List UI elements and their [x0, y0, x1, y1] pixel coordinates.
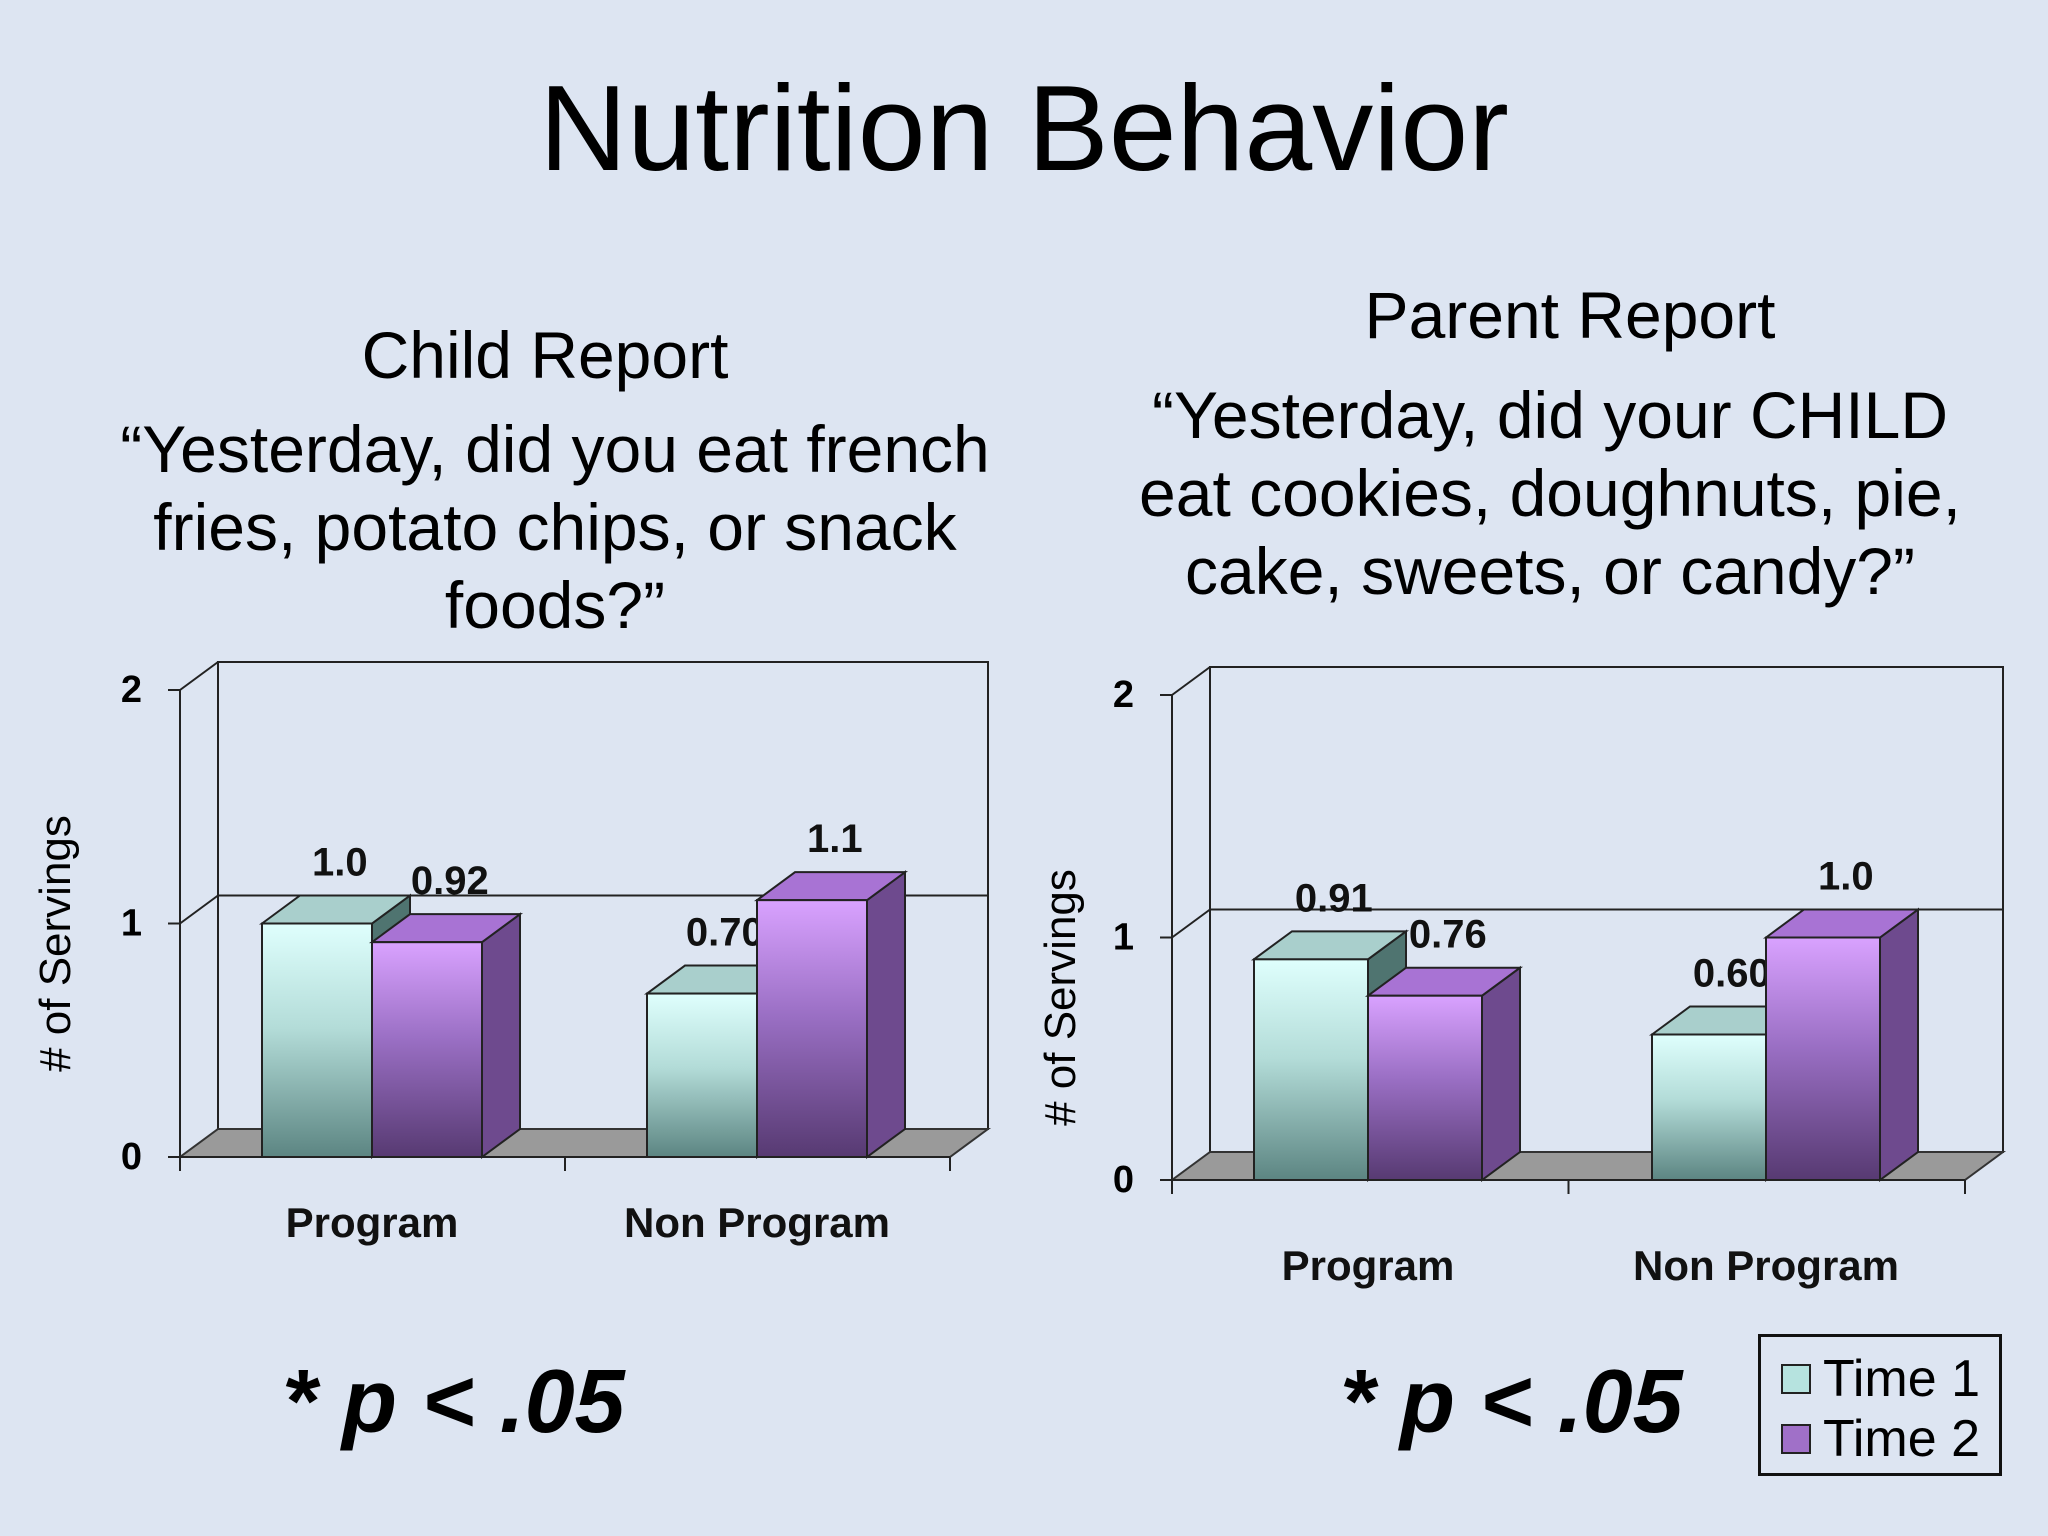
bar-front	[646, 992, 758, 1158]
parent-report-title: Parent Report	[1364, 278, 1776, 352]
child-report-title: Child Report	[361, 318, 729, 392]
legend-label-time-1: Time 1	[1823, 1350, 1980, 1408]
gridline-side	[179, 894, 219, 925]
gridline-side	[1171, 908, 1211, 939]
y-tick-label: 0	[121, 1136, 142, 1178]
bar-value-label: 0.92	[411, 859, 489, 903]
legend-item-time-1: Time 1	[1781, 1349, 1980, 1409]
bar-value-label: 0.91	[1295, 876, 1373, 920]
child-question-line-1: “Yesterday, did you eat french	[120, 412, 990, 486]
y-tick-label: 2	[1113, 674, 1134, 716]
parent-question-line-2: eat cookies, doughnuts, pie,	[1139, 456, 1961, 530]
legend-label-time-2: Time 2	[1823, 1410, 1980, 1468]
bar-front	[1367, 994, 1483, 1182]
bar	[368, 912, 524, 1159]
chart-side-wall-top	[1171, 666, 1211, 696]
bar-side	[866, 870, 906, 1159]
bar	[1364, 965, 1524, 1182]
parent-report-chart: 0 1 2 Program Non Program # of Servings 0.91 0.…	[1036, 666, 2007, 1289]
bar-front	[1765, 936, 1881, 1181]
bar-side	[1481, 965, 1521, 1182]
bar-value-label: 0.60	[1693, 952, 1771, 996]
bar-value-label: 1.0	[1818, 855, 1874, 899]
parent-question-line-3: cake, sweets, or candy?”	[1185, 534, 1915, 608]
bar-side	[481, 912, 521, 1159]
bar	[1762, 907, 1922, 1182]
child-question: “Yesterday, did you eat french fries, po…	[60, 410, 1050, 644]
y-axis-label: # of Servings	[1036, 869, 1085, 1126]
bar-value-label: 1.1	[807, 817, 863, 861]
bar-side	[1879, 907, 1919, 1182]
legend-item-time-2: Time 2	[1781, 1409, 1980, 1469]
bar-front	[1253, 958, 1369, 1182]
chart-side-wall-top	[179, 661, 219, 691]
x-category-label: Non Program	[624, 1199, 890, 1246]
bar-value-label: 1.0	[312, 841, 368, 885]
parent-question-line-1: “Yesterday, did your CHILD	[1151, 378, 1949, 452]
y-tick-label: 0	[1113, 1159, 1134, 1201]
slide-title: Nutrition Behavior	[539, 60, 1509, 196]
child-question-line-3: foods?”	[444, 568, 666, 642]
y-tick-label: 1	[1113, 917, 1134, 959]
legend-swatch-time-1	[1781, 1364, 1811, 1394]
legend-swatch-time-2	[1781, 1424, 1811, 1454]
bar-front	[371, 941, 483, 1158]
parent-question: “Yesterday, did your CHILD eat cookies, …	[1100, 376, 2000, 610]
bar-front	[1651, 1033, 1767, 1181]
child-report-chart: 0 1 2 Program Non Program # of Servings 1.0 0.9…	[31, 661, 992, 1246]
y-tick-label: 2	[121, 669, 142, 711]
bar-value-label: 0.70	[686, 911, 764, 955]
x-category-label: Program	[1282, 1242, 1455, 1289]
chart-legend: Time 1 Time 2	[1758, 1334, 2002, 1476]
bar	[753, 870, 909, 1159]
p-value-right: * p < .05	[1340, 1352, 1683, 1452]
p-value-left: * p < .05	[282, 1352, 625, 1452]
bar-value-label: 0.76	[1409, 913, 1487, 957]
bar-front	[261, 922, 373, 1158]
x-category-label: Non Program	[1633, 1242, 1899, 1289]
x-category-label: Program	[286, 1199, 459, 1246]
y-tick-label: 1	[121, 903, 142, 945]
bar-front	[756, 899, 868, 1159]
y-axis-label: # of Servings	[31, 815, 80, 1072]
child-question-line-2: fries, potato chips, or snack	[153, 490, 957, 564]
